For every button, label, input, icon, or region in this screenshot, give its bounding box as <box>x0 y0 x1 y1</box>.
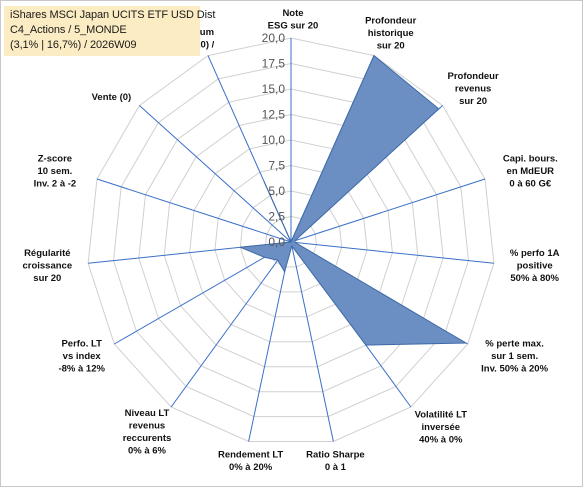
axis-label-line: Vente (0) <box>92 92 132 103</box>
axis-label-line: Z-score <box>38 154 72 165</box>
axis-spoke <box>290 178 486 243</box>
axis-label: Vente (0) <box>92 92 132 103</box>
axis-label-line: inversée <box>422 422 461 433</box>
grid-ring <box>214 164 368 318</box>
series-area <box>240 54 468 346</box>
grid-ring <box>239 190 343 293</box>
axis-label-line: historique <box>368 28 414 39</box>
tick-label: 12,5 <box>262 108 286 122</box>
axis-label-line: Profondeur <box>447 71 498 82</box>
title-line-1: iShares MSCI Japan UCITS ETF USD Dist <box>10 9 216 21</box>
tick-label: 10,0 <box>262 133 286 147</box>
axis-label-line: Perfo. LT <box>61 339 102 350</box>
tick-labels: 0,0 2,5 5,0 7,5 10,0 12,5 15,0 17,5 20,0 <box>262 31 286 249</box>
title-box: iShares MSCI Japan UCITS ETF USD Dist C4… <box>4 6 215 56</box>
grid-ring <box>138 88 444 393</box>
axis-label-line: sur 20 <box>459 96 487 107</box>
axis-label-line: reccurents <box>123 433 172 444</box>
axis-label-line: Régularité <box>24 248 70 259</box>
axis-label-line: Note <box>282 8 303 19</box>
axis-label-line: 0 à 1 <box>325 462 347 473</box>
grid-ring <box>265 215 317 268</box>
tick-label: 15,0 <box>262 82 286 96</box>
axis-label-line: croissance <box>22 261 72 272</box>
tick-label: 0,0 <box>268 235 285 249</box>
axis-label-line: ESG sur 20 <box>268 21 319 32</box>
axis-label-line: Ratio Sharpe <box>306 450 365 461</box>
tick-label: 2,5 <box>268 210 285 224</box>
title-line-2: C4_Actions / 5_MONDE <box>10 24 127 36</box>
title-line-3: (3,1% | 16,7%) / 2026W09 <box>10 39 137 51</box>
axis-label-line: % perfo 1A <box>510 248 560 259</box>
axis-label-line: Profondeur <box>365 15 416 26</box>
axis-label-line: 0% à 6% <box>128 446 167 457</box>
axis-label-line: vs index <box>63 351 102 362</box>
axis-label-line: 10 sem. <box>37 166 72 177</box>
axis-label: Note ESG sur 20 <box>268 8 319 32</box>
grid-ring <box>87 37 495 442</box>
axis-label-line: revenus <box>455 84 491 95</box>
axis-label-line: Rendement LT <box>218 450 283 461</box>
axis-spoke <box>290 241 494 264</box>
axis-spoke <box>139 105 292 243</box>
axis-label-line: Capi. bours. <box>503 154 558 165</box>
axis-label-line: sur 1 sem. <box>491 351 538 362</box>
axis-spoke <box>96 178 292 243</box>
axis-label-line: 50% à 80% <box>510 273 559 284</box>
axis-label: % perte max.sur 1 sem. Inv. 50% à 20% <box>481 339 548 375</box>
axis-label-line: % perte max. <box>485 339 544 350</box>
axis-label: Rendement LT0% à 20% <box>218 450 283 474</box>
tick-label: 5,0 <box>268 184 285 198</box>
tick-label: 20,0 <box>262 31 286 45</box>
axis-label: Capi. bours.en MdEUR 0 à 60 G€ <box>503 154 558 190</box>
axis-label-line: 0 à 60 G€ <box>509 179 551 190</box>
axis-label-line: en MdEUR <box>507 166 555 177</box>
axis-label-line: -8% à 12% <box>58 364 105 375</box>
axis-label-line: sur 20 <box>377 40 405 51</box>
axis-spoke <box>170 241 292 408</box>
grid-ring <box>112 62 470 418</box>
grid-ring <box>163 113 419 368</box>
axis-spoke <box>248 241 292 442</box>
axis-spoke <box>290 241 334 442</box>
axis-label-line: Inv. 50% à 20% <box>481 364 548 375</box>
series-layer <box>240 54 468 346</box>
axis-label-line: 40% à 0% <box>419 434 463 445</box>
grid-layer <box>87 37 495 442</box>
axis-label-line: positive <box>517 261 553 272</box>
grid-ring <box>189 139 393 343</box>
tick-label: 17,5 <box>262 57 286 71</box>
axis-label-line: revenus <box>129 421 165 432</box>
axis-label-line: 0% à 20% <box>229 462 273 473</box>
axis-label-line: Niveau LT <box>125 408 170 419</box>
axis-label-line: sur 20 <box>33 273 61 284</box>
axis-label-line: Volatilité LT <box>415 409 468 420</box>
axis-spoke <box>114 241 292 345</box>
axis-label-line: Inv. 2 à -2 <box>34 179 77 190</box>
tick-label: 7,5 <box>268 159 285 173</box>
